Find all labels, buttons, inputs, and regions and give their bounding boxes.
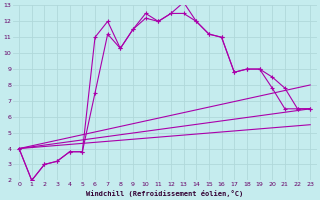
- X-axis label: Windchill (Refroidissement éolien,°C): Windchill (Refroidissement éolien,°C): [86, 190, 243, 197]
